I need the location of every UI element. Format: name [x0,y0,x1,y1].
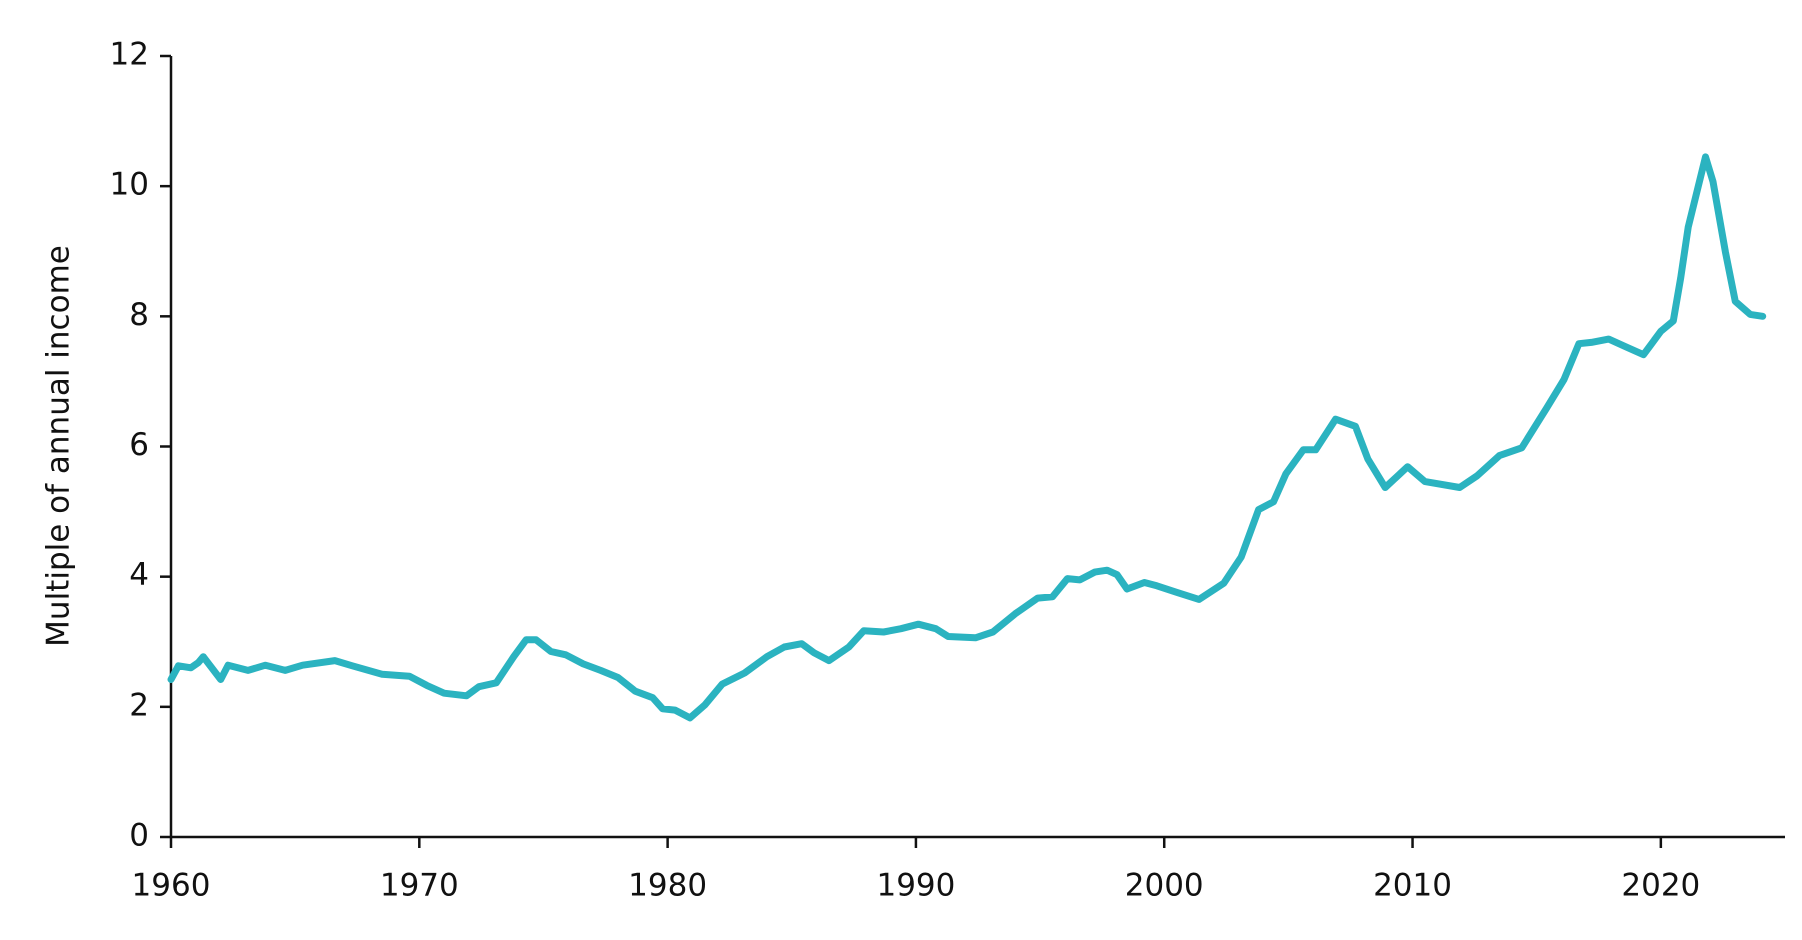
y-tick-label: 0 [129,818,149,854]
x-tick-label: 2010 [1373,868,1452,904]
y-tick-label: 10 [110,167,149,203]
y-tick-label: 2 [129,687,149,723]
y-axis-title: Multiple of annual income [41,245,77,647]
y-tick-label: 12 [110,37,149,73]
data-line [167,153,1767,722]
y-tick-label: 8 [129,297,149,333]
y-tick-label: 6 [129,427,149,463]
x-tick-label: 2020 [1621,868,1700,904]
x-tick-label: 1970 [380,868,459,904]
x-tick-label: 1990 [876,868,955,904]
x-tick-label: 2000 [1125,868,1204,904]
x-tick-label: 1960 [132,868,211,904]
x-tick-label: 1980 [628,868,707,904]
y-tick-label: 4 [129,557,149,593]
